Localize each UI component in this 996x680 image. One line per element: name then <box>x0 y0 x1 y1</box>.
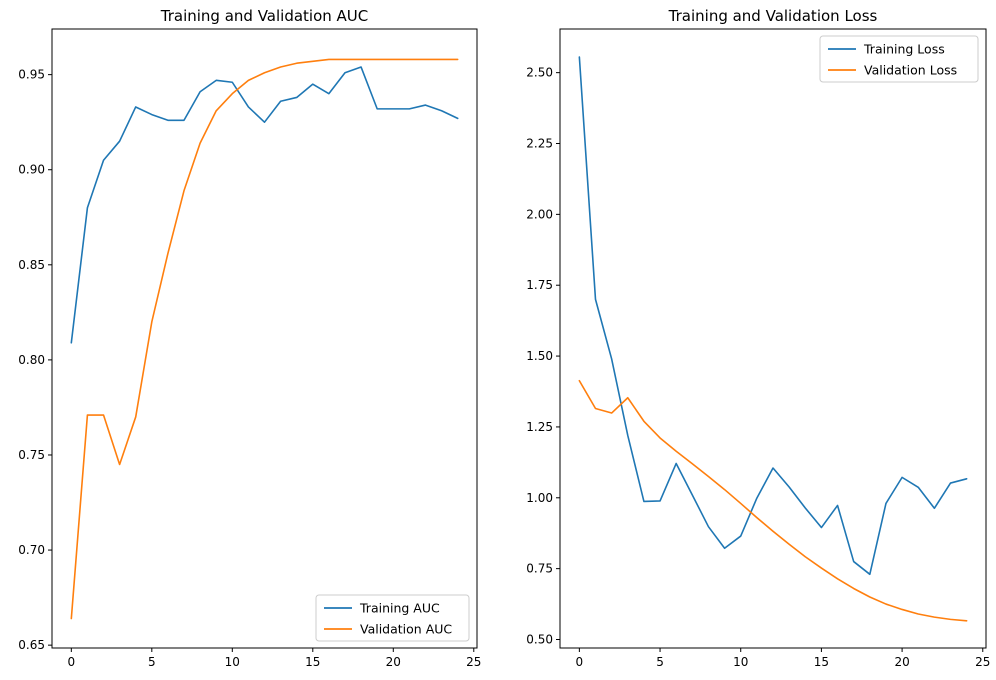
x-tick-label: 20 <box>894 655 909 669</box>
x-tick-label: 25 <box>466 655 481 669</box>
legend-box <box>819 35 979 83</box>
chart-title: Training and Validation AUC <box>160 7 369 25</box>
x-tick-label: 5 <box>148 655 156 669</box>
y-tick-label: 0.90 <box>18 163 45 177</box>
y-tick-label: 0.65 <box>18 638 45 652</box>
chart-panel-1: Training and Validation AUC 0 5 10 15 20 25 0.6… <box>18 7 481 669</box>
y-tick-label: 2.50 <box>526 66 553 80</box>
y-tick-label: 1.00 <box>526 491 553 505</box>
legend-label: Validation Loss <box>864 63 957 78</box>
plot-frame <box>559 28 987 649</box>
x-tick-label: 0 <box>67 655 75 669</box>
y-tick-label: 1.75 <box>526 278 553 292</box>
y-tick-label: 0.75 <box>526 562 553 576</box>
y-tick-label: 2.25 <box>526 137 553 151</box>
chart-title: Training and Validation Loss <box>668 7 878 25</box>
y-tick-label: 1.50 <box>526 349 553 363</box>
x-tick-label: 0 <box>576 655 584 669</box>
x-tick-label: 10 <box>733 655 748 669</box>
y-tick-label: 1.25 <box>526 420 553 434</box>
series-line-training-auc <box>70 66 459 344</box>
y-tick-label: 0.70 <box>18 543 45 557</box>
x-tick-label: 20 <box>386 655 401 669</box>
chart-panel-2: Training and Validation Loss 0 5 10 15 20 25 0.… <box>526 7 990 669</box>
legend-label: Validation AUC <box>360 622 452 637</box>
y-tick-label: 0.85 <box>18 258 45 272</box>
y-tick-label: 2.00 <box>526 207 553 221</box>
legend: Training AUC Validation AUC <box>315 594 470 642</box>
legend-box <box>315 594 470 642</box>
x-tick-label: 15 <box>305 655 320 669</box>
x-tick-label: 15 <box>814 655 829 669</box>
x-tick-label: 10 <box>225 655 240 669</box>
legend: Training Loss Validation Loss <box>819 35 979 83</box>
y-tick-label: 0.80 <box>18 353 45 367</box>
y-tick-label: 0.95 <box>18 68 45 82</box>
series-line-validation-loss <box>578 379 968 622</box>
x-tick-label: 25 <box>975 655 990 669</box>
legend-label: Training Loss <box>863 42 945 57</box>
series-line-training-loss <box>578 56 968 576</box>
y-tick-label: 0.50 <box>526 632 553 646</box>
y-tick-label: 0.75 <box>18 448 45 462</box>
series-line-validation-auc <box>70 58 459 620</box>
x-tick-label: 5 <box>656 655 664 669</box>
legend-label: Training AUC <box>359 601 440 616</box>
plot-frame <box>51 28 478 649</box>
